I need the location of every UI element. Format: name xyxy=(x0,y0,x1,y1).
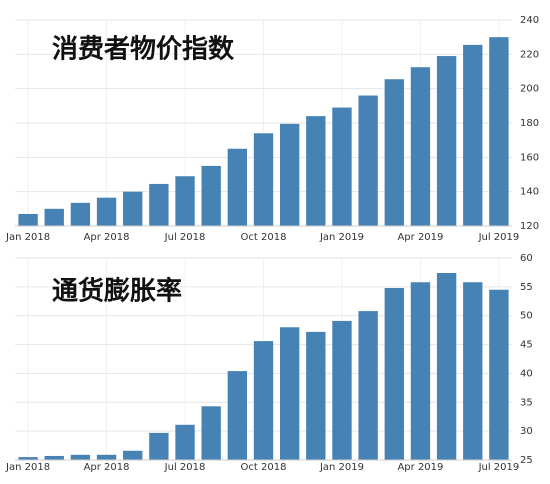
bar xyxy=(149,183,169,226)
chart-title: 通货膨胀率 xyxy=(52,276,182,307)
y-tick-label: 160 xyxy=(520,152,539,163)
bar xyxy=(253,341,274,460)
x-tick-label: Jul 2019 xyxy=(478,232,520,243)
bar xyxy=(123,191,143,226)
bar xyxy=(489,37,509,226)
bar xyxy=(463,282,483,460)
x-tick-label: Jul 2019 xyxy=(478,462,520,473)
y-tick-label: 120 xyxy=(520,221,539,232)
bar xyxy=(175,176,195,226)
y-tick-label: 200 xyxy=(520,84,539,95)
bar xyxy=(253,133,274,226)
bar xyxy=(410,282,431,460)
bar xyxy=(227,148,248,226)
bar xyxy=(306,331,326,460)
bar xyxy=(358,311,378,460)
y-tick-label: 40 xyxy=(520,368,533,379)
y-tick-label: 140 xyxy=(520,187,539,198)
bar xyxy=(384,79,404,226)
x-tick-label: Oct 2018 xyxy=(241,462,287,473)
x-tick-label: Apr 2019 xyxy=(397,232,443,243)
bar xyxy=(44,208,64,226)
bar xyxy=(463,44,483,227)
x-tick-label: Jul 2018 xyxy=(164,232,206,243)
bar xyxy=(489,289,509,460)
y-tick-label: 60 xyxy=(520,253,533,264)
x-tick-label: Apr 2018 xyxy=(84,232,130,243)
y-tick-label: 180 xyxy=(520,118,539,129)
bar xyxy=(384,288,404,460)
y-tick-label: 220 xyxy=(520,49,539,60)
y-tick-label: 45 xyxy=(520,340,533,351)
bar xyxy=(279,327,300,460)
bar xyxy=(227,371,248,460)
bar xyxy=(332,107,352,226)
x-tick-label: Apr 2018 xyxy=(84,462,130,473)
y-tick-label: 240 xyxy=(520,15,539,26)
bar xyxy=(306,116,326,226)
x-tick-label: Jan 2019 xyxy=(319,462,364,473)
bar xyxy=(18,457,38,460)
bar xyxy=(149,432,169,460)
x-tick-label: Jan 2019 xyxy=(319,232,364,243)
bar xyxy=(70,454,91,460)
bar xyxy=(332,320,352,460)
bar xyxy=(436,56,457,226)
chart-title: 消费者物价指数 xyxy=(52,35,235,65)
y-tick-label: 35 xyxy=(520,397,533,408)
y-tick-label: 30 xyxy=(520,426,533,437)
x-tick-label: Jan 2018 xyxy=(5,462,50,473)
bar xyxy=(201,165,221,226)
x-tick-label: Jul 2018 xyxy=(164,462,206,473)
bar xyxy=(44,455,64,460)
bar xyxy=(96,454,117,460)
bar xyxy=(358,95,378,227)
bar xyxy=(436,273,457,460)
x-tick-label: Jan 2018 xyxy=(5,232,50,243)
y-tick-label: 50 xyxy=(520,311,533,322)
x-tick-label: Oct 2018 xyxy=(241,232,287,243)
bar xyxy=(123,450,143,460)
bar xyxy=(175,424,195,460)
y-tick-label: 25 xyxy=(520,455,533,466)
bar xyxy=(279,123,300,226)
x-tick-label: Apr 2019 xyxy=(397,462,443,473)
bar xyxy=(70,202,91,226)
bar xyxy=(96,197,117,226)
y-tick-label: 55 xyxy=(520,282,533,293)
bar xyxy=(18,213,38,226)
bar xyxy=(410,67,431,226)
bar xyxy=(201,406,221,460)
